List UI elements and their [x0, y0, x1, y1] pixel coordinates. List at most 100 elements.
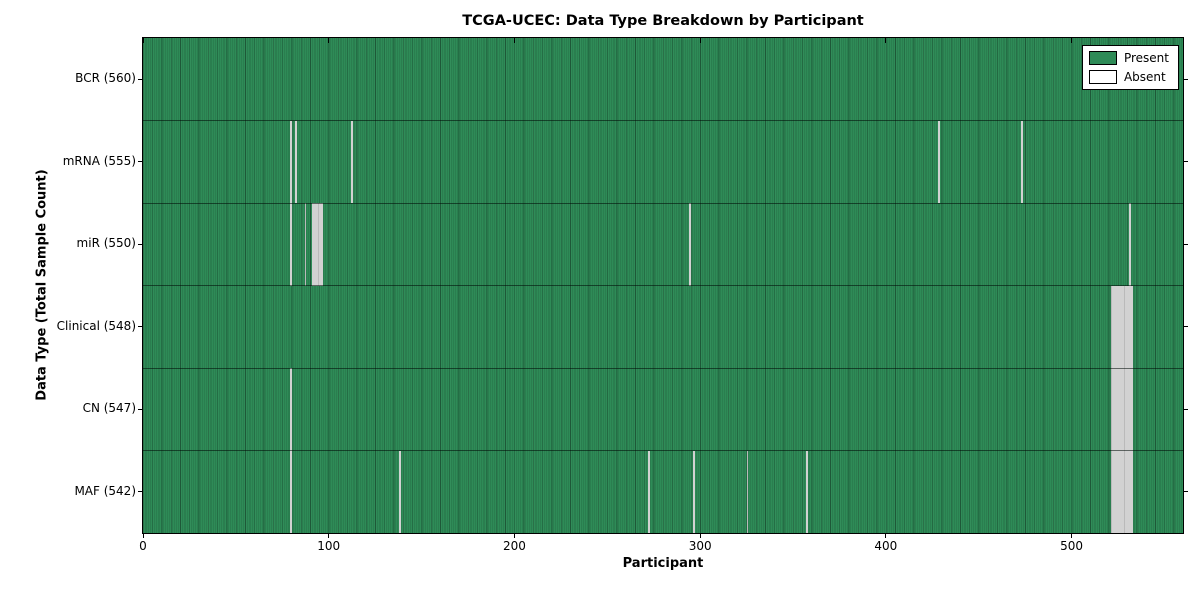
- absent-mark-CN: [1125, 368, 1128, 451]
- y-tick-label: MAF (542): [74, 483, 136, 498]
- row-boundary: [143, 367, 1183, 369]
- row-boundary: [143, 202, 1183, 204]
- absent-mark-miR: [315, 203, 318, 286]
- absent-mark-MAF: [1127, 450, 1130, 533]
- absent-mark-mRNA: [937, 120, 940, 203]
- legend-label-present: Present: [1123, 51, 1169, 65]
- absent-mark-MAF: [1121, 450, 1124, 533]
- absent-mark-MAF: [1131, 450, 1133, 533]
- absent-mark-mRNA: [351, 120, 353, 203]
- absent-mark-CN: [1110, 368, 1113, 451]
- absent-mark-MAF: [289, 450, 292, 533]
- x-tick-label: 100: [317, 539, 341, 553]
- absent-mark-mRNA: [289, 120, 292, 203]
- absent-mark-MAF: [399, 450, 402, 533]
- y-tick-label: CN (547): [82, 401, 136, 416]
- x-tick-mark-top: [142, 38, 144, 43]
- y-tick-mark-left: [138, 408, 143, 410]
- absent-mark-Clinical: [1131, 285, 1133, 368]
- absent-mark-MAF: [1125, 450, 1128, 533]
- absent-mark-Clinical: [1118, 285, 1120, 368]
- legend-entry-present: Present: [1088, 51, 1169, 65]
- plot-area: Present Absent: [142, 37, 1184, 534]
- y-tick-mark-left: [138, 326, 143, 328]
- chart-title: TCGA-UCEC: Data Type Breakdown by Partic…: [462, 13, 864, 29]
- absent-mark-miR: [319, 203, 322, 286]
- y-tick-label: mRNA (555): [62, 153, 136, 168]
- y-tick-mark-right: [1183, 491, 1188, 493]
- y-tick-label: miR (550): [76, 236, 136, 251]
- x-tick-mark-top: [328, 38, 330, 43]
- y-tick-mark-right: [1183, 243, 1188, 245]
- absent-mark-MAF: [806, 450, 808, 533]
- legend: Present Absent: [1081, 45, 1179, 90]
- y-tick-mark-right: [1183, 161, 1188, 163]
- absent-mark-MAF: [1118, 450, 1120, 533]
- absent-mark-mRNA: [295, 120, 298, 203]
- absent-mark-miR: [689, 203, 691, 286]
- absent-mark-miR: [1129, 203, 1131, 286]
- absent-mark-Clinical: [1127, 285, 1130, 368]
- x-tick-mark-bottom: [513, 533, 515, 538]
- absent-mark-MAF: [648, 450, 650, 533]
- x-tick-label: 200: [502, 539, 526, 553]
- absent-mark-CN: [289, 368, 292, 451]
- x-tick-mark-top: [885, 38, 887, 43]
- absent-mark-CN: [1131, 368, 1133, 451]
- y-tick-mark-right: [1183, 78, 1188, 80]
- x-tick-mark-bottom: [1071, 533, 1073, 538]
- x-tick-mark-top: [699, 38, 701, 43]
- present-swatch: [1088, 51, 1117, 65]
- x-tick-label: 500: [1060, 539, 1084, 553]
- absent-mark-MAF: [1116, 450, 1118, 533]
- x-tick-mark-bottom: [142, 533, 144, 538]
- absent-mark-CN: [1118, 368, 1120, 451]
- absent-mark-CN: [1129, 368, 1131, 451]
- x-tick-mark-bottom: [328, 533, 330, 538]
- y-tick-label: Clinical (548): [56, 318, 136, 333]
- absent-mark-Clinical: [1121, 285, 1124, 368]
- absent-swatch: [1088, 70, 1117, 84]
- absent-mark-MAF: [692, 450, 695, 533]
- absent-mark-CN: [1112, 368, 1115, 451]
- x-tick-mark-top: [513, 38, 515, 43]
- absent-mark-CN: [1116, 368, 1118, 451]
- absent-mark-CN: [1123, 368, 1126, 451]
- absent-mark-miR: [304, 203, 307, 286]
- absent-mark-Clinical: [1112, 285, 1115, 368]
- y-tick-mark-right: [1183, 408, 1188, 410]
- row-boundary: [143, 120, 1183, 121]
- absent-mark-CN: [1114, 368, 1117, 451]
- y-tick-mark-left: [138, 491, 143, 493]
- absent-mark-MAF: [1123, 450, 1126, 533]
- absent-mark-Clinical: [1129, 285, 1131, 368]
- x-tick-mark-bottom: [699, 533, 701, 538]
- absent-mark-CN: [1119, 368, 1122, 451]
- x-tick-label: 400: [874, 539, 898, 553]
- absent-mark-miR: [321, 203, 324, 286]
- absent-mark-miR: [313, 203, 316, 286]
- y-tick-label: BCR (560): [75, 71, 136, 86]
- y-tick-mark-left: [138, 161, 143, 163]
- y-tick-mark-left: [138, 78, 143, 80]
- y-tick-mark-right: [1183, 326, 1188, 328]
- absent-mark-MAF: [1110, 450, 1113, 533]
- absent-mark-miR: [312, 203, 314, 286]
- absent-mark-MAF: [1114, 450, 1117, 533]
- absent-mark-CN: [1127, 368, 1130, 451]
- absent-mark-MAF: [1112, 450, 1115, 533]
- absent-mark-Clinical: [1114, 285, 1117, 368]
- x-axis-label: Participant: [622, 556, 704, 571]
- absent-mark-Clinical: [1119, 285, 1122, 368]
- x-tick-label: 300: [688, 539, 712, 553]
- absent-mark-miR: [317, 203, 320, 286]
- absent-mark-MAF: [1129, 450, 1131, 533]
- row-boundary: [143, 285, 1183, 286]
- absent-mark-Clinical: [1125, 285, 1128, 368]
- x-tick-mark-bottom: [885, 533, 887, 538]
- row-boundary: [143, 450, 1183, 451]
- absent-mark-MAF: [1119, 450, 1122, 533]
- y-tick-mark-left: [138, 243, 143, 245]
- absent-mark-mRNA: [1021, 120, 1024, 203]
